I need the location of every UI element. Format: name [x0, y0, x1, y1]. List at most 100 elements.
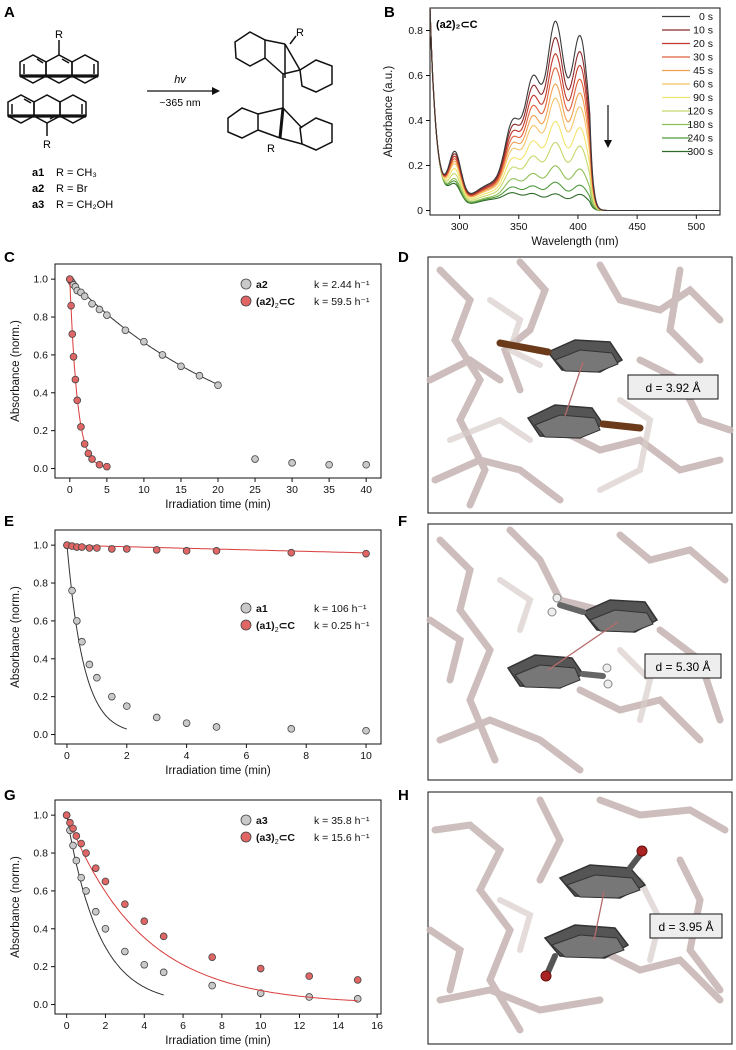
- panel-e: E 0 2 4 6 8 10 0.0 0.2 0.4 0.6 0.8 1.0 Irradiation t…: [4, 513, 382, 777]
- reaction-arrowhead: [212, 87, 220, 95]
- data-point: [93, 673, 101, 682]
- x-tick-label: 0: [64, 750, 70, 762]
- compound-list: a1 R = CH₃ a2 R = Br a3 R = CH₂OH: [32, 167, 113, 211]
- y-tick-label: 0.8: [33, 578, 48, 590]
- y-tick-label: 0.0: [33, 999, 48, 1011]
- spectrum-line: [430, 8, 720, 212]
- x-tick-label: 10: [255, 1020, 267, 1032]
- data-point: [214, 381, 222, 390]
- data-point: [101, 877, 110, 886]
- spectrum-line: [430, 8, 720, 212]
- legend-label: 0 s: [699, 11, 713, 23]
- guest-top-icon: [547, 593, 659, 633]
- x-tick-label: 6: [243, 750, 249, 762]
- legend-marker: [240, 619, 252, 631]
- kinetics-plot-g: 0 2 4 6 8 10 12 14 16 0.0 0.2 0.4 0.6 0.8 1.0 Irradiati…: [10, 810, 383, 1047]
- data-point: [68, 586, 76, 595]
- y-tick-label: 0.4: [33, 387, 48, 399]
- guest-bottom-icon: [526, 404, 644, 439]
- fit-curve: [66, 815, 358, 1002]
- spectrum-line: [430, 8, 720, 212]
- compound-r: R = Br: [56, 183, 88, 195]
- legend-rate: k = 0.25 h⁻¹: [314, 620, 370, 632]
- x-tick-label: 16: [371, 1020, 383, 1032]
- data-point: [77, 839, 85, 848]
- data-point: [69, 824, 77, 833]
- data-point: [91, 864, 100, 872]
- distance-label-f: d = 5.30 Å: [655, 659, 710, 674]
- y-tick-label: 1.0: [33, 810, 48, 822]
- y-tick-label: 0.2: [33, 961, 48, 973]
- legend-name: a2: [256, 279, 268, 291]
- x-tick-label: 300: [451, 221, 469, 233]
- data-point: [95, 305, 104, 314]
- panel-label-g: G: [4, 787, 16, 804]
- y-axis-label: Absorbance (norm.): [10, 320, 22, 422]
- panel-d: D: [398, 249, 734, 514]
- data-point: [353, 995, 362, 1003]
- spectrum-line: [430, 8, 720, 212]
- x-tick-label: 10: [138, 484, 150, 496]
- legend-rate: k = 59.5 h⁻¹: [314, 296, 370, 308]
- x-tick-label: 35: [323, 484, 335, 496]
- x-axis-label: Irradiation time (min): [165, 1035, 271, 1047]
- decrease-arrowhead: [604, 140, 612, 148]
- data-point: [251, 455, 259, 463]
- legend-rate: k = 106 h⁻¹: [314, 603, 367, 615]
- panel-label-f: F: [398, 513, 407, 530]
- data-point: [159, 932, 168, 941]
- y-tick-label: 0.2: [33, 425, 48, 437]
- x-tick-label: 5: [104, 484, 110, 496]
- data-point: [93, 544, 101, 552]
- data-point: [121, 947, 129, 956]
- panel-label-a: A: [4, 4, 15, 21]
- data-point: [212, 723, 221, 731]
- arrow-label-hv: hv: [174, 74, 187, 86]
- data-point: [62, 811, 71, 819]
- data-point: [288, 459, 296, 467]
- x-tick-label: 25: [249, 484, 261, 496]
- data-point: [208, 953, 216, 961]
- y-axis-label: Absorbance (a.u.): [383, 66, 395, 158]
- data-point: [158, 351, 167, 359]
- data-point: [69, 352, 78, 361]
- panel-f: F: [398, 513, 733, 781]
- legend-label: 300 s: [687, 146, 713, 158]
- compound-id: a1: [32, 167, 44, 179]
- y-tick-label: 0.0: [33, 729, 48, 741]
- data-point: [195, 371, 204, 380]
- guest-top-icon: [558, 845, 648, 899]
- data-point: [82, 887, 90, 895]
- legend-rate: k = 35.8 h⁻¹: [314, 815, 370, 827]
- data-point: [362, 726, 370, 735]
- data-point: [159, 968, 168, 977]
- substituent-r-dimer-bottom: R: [267, 143, 275, 155]
- data-point: [208, 981, 216, 990]
- plot-frame-b: [429, 7, 721, 216]
- x-tick-label: 2: [124, 750, 130, 762]
- panel-label-d: D: [398, 249, 409, 266]
- spectra-title: (a2)₂⊂C: [436, 19, 478, 31]
- x-tick-label: 12: [294, 1020, 306, 1032]
- data-point: [84, 449, 93, 458]
- data-point: [287, 725, 296, 733]
- compound-r: R = CH₃: [56, 167, 97, 179]
- spectra-plot: 300 350 400 450 500 0 0.2 0.4 0.6 0.8 Wavelength (…: [383, 8, 720, 248]
- legend-name: (a2)2⊂C: [256, 296, 295, 310]
- x-tick-label: 0: [67, 484, 73, 496]
- data-point: [140, 917, 149, 926]
- distance-label-box-h: [649, 913, 723, 939]
- data-point: [256, 964, 265, 973]
- x-tick-label: 400: [569, 221, 587, 233]
- data-point: [77, 873, 85, 882]
- y-tick-label: 0.6: [33, 615, 48, 627]
- x-tick-label: 8: [219, 1020, 225, 1032]
- legend-label: 60 s: [693, 79, 713, 91]
- data-point: [152, 713, 161, 722]
- x-tick-label: 30: [286, 484, 298, 496]
- data-point: [362, 549, 370, 558]
- distance-label-box-d: [627, 374, 719, 400]
- distance-label-box-f: [644, 653, 722, 679]
- x-tick-label: 350: [510, 221, 528, 233]
- data-point: [66, 818, 74, 827]
